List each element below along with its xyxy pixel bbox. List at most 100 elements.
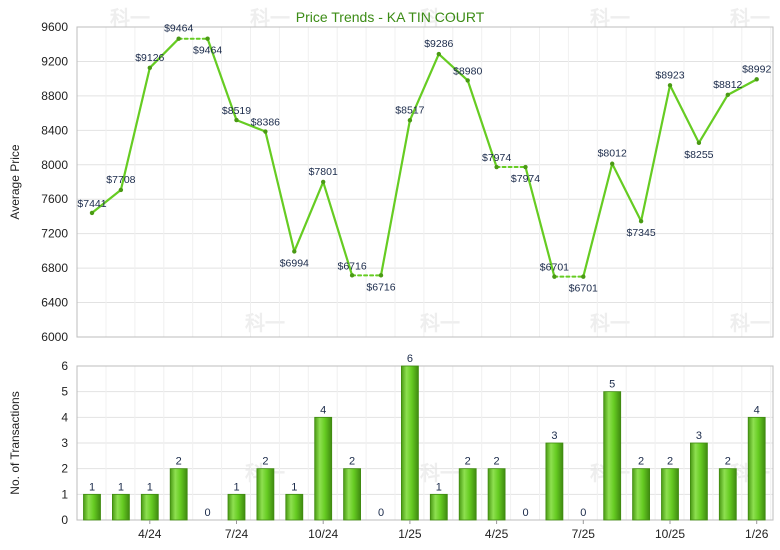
- transactions-label-17: 0: [580, 507, 586, 519]
- price-label-21: $8255: [684, 149, 713, 161]
- price-label-5: $8519: [222, 105, 251, 117]
- transactions-y-tick-6: 6: [61, 359, 68, 373]
- transactions-bar-11: [400, 365, 419, 521]
- price-label-12: $9286: [424, 38, 453, 50]
- price-label-14: $7974: [482, 152, 511, 164]
- price-data-labels: $7441$7708 $9126 $9464$9464 $8519$8386 $6994…: [77, 23, 771, 295]
- transactions-x-tick-14: 4/25: [485, 527, 509, 541]
- watermark-6: 科一: [420, 311, 460, 335]
- price-label-3: $9464: [164, 23, 193, 35]
- price-point-12: [436, 51, 441, 57]
- price-segment-13: [466, 79, 498, 169]
- transactions-label-23: 4: [754, 404, 760, 416]
- price-point-11: [407, 118, 413, 123]
- transactions-bar-6: [256, 468, 275, 521]
- transactions-label-2: 1: [147, 481, 153, 493]
- transactions-label-3: 2: [176, 456, 182, 468]
- price-point-20: [667, 83, 673, 88]
- price-point-4: [205, 36, 210, 41]
- price-segment-18: [611, 162, 643, 223]
- transactions-plot-frame: [76, 365, 774, 521]
- transactions-x-ticks: 4/24 7/24 10/24 1/25 4/25 7/25 10/25 1/26: [138, 520, 769, 541]
- transactions-label-5: 1: [233, 481, 239, 493]
- price-segment-11: [408, 52, 440, 122]
- price-point-10: [378, 273, 384, 278]
- transactions-y-ticks: 0 1 2 3 4 5 6: [61, 359, 68, 527]
- price-label-4: $9464: [193, 45, 222, 57]
- transactions-label-10: 0: [378, 507, 384, 519]
- transactions-y-tick-3: 3: [61, 436, 68, 450]
- price-point-8: [321, 179, 326, 185]
- transactions-label-12: 1: [436, 481, 442, 493]
- transactions-label-22: 2: [725, 456, 731, 468]
- watermark-0: 科一: [110, 6, 150, 30]
- transactions-series: [83, 365, 766, 521]
- price-y-tick-9200: 9200: [41, 54, 68, 68]
- price-point-22: [725, 92, 730, 98]
- transactions-x-tick-11: 1/25: [398, 527, 422, 541]
- transactions-label-19: 2: [638, 456, 644, 468]
- watermark-10: 科一: [420, 461, 460, 485]
- price-y-tick-8400: 8400: [41, 123, 68, 137]
- transactions-label-4: 0: [205, 507, 211, 519]
- transactions-bar-23: [747, 416, 766, 521]
- transactions-x-tick-8: 10/24: [308, 527, 338, 541]
- price-label-1: $7708: [106, 174, 135, 186]
- transactions-label-0: 1: [89, 481, 95, 493]
- price-label-11: $8517: [395, 104, 424, 116]
- transactions-label-1: 1: [118, 481, 124, 493]
- transactions-y-tick-1: 1: [61, 487, 68, 501]
- price-segment-0: [90, 188, 123, 215]
- price-point-13: [465, 78, 470, 83]
- transactions-label-13: 2: [465, 456, 471, 468]
- price-segment-5: [235, 118, 267, 133]
- price-label-16: $6701: [540, 262, 569, 274]
- transactions-label-6: 2: [262, 456, 268, 468]
- price-segment-20: [668, 84, 701, 144]
- chart-title: Price Trends - KA TIN COURT: [296, 9, 485, 25]
- price-point-15: [523, 164, 528, 170]
- price-point-6: [263, 129, 268, 134]
- price-point-5: [234, 117, 239, 123]
- transactions-bar-5: [227, 493, 246, 521]
- price-y-tick-6800: 6800: [41, 261, 68, 275]
- price-label-19: $7345: [626, 227, 655, 239]
- transactions-y-tick-0: 0: [61, 513, 68, 527]
- transactions-label-8: 4: [320, 404, 326, 416]
- price-segment-1: [119, 66, 151, 192]
- price-point-3: [176, 36, 181, 41]
- transactions-frame-rect: [76, 365, 774, 521]
- price-point-2: [147, 65, 152, 71]
- price-label-9: $6716: [337, 260, 366, 272]
- price-y-axis-label: Average Price: [8, 144, 22, 219]
- price-label-17: $6701: [569, 283, 598, 295]
- price-label-6: $8386: [251, 117, 280, 129]
- price-point-23: [754, 77, 759, 82]
- watermark-2: 科一: [420, 6, 460, 30]
- transactions-x-tick-23: 1/26: [745, 527, 769, 541]
- price-point-0: [89, 210, 95, 216]
- watermark-1: 科一: [250, 6, 290, 30]
- price-segment-8: [322, 180, 354, 277]
- transactions-x-tick-17: 7/25: [572, 527, 596, 541]
- transactions-label-9: 2: [349, 456, 355, 468]
- price-frame-rect: [76, 26, 774, 338]
- transactions-bar-0: [83, 493, 101, 521]
- watermark-3: 科一: [590, 6, 630, 30]
- price-point-1: [118, 187, 124, 193]
- transactions-bar-12: [429, 493, 448, 521]
- price-point-17: [581, 274, 586, 279]
- price-label-10: $6716: [366, 281, 395, 293]
- price-segment-15: [524, 165, 556, 278]
- transactions-x-tick-5: 7/24: [225, 527, 249, 541]
- price-label-23: $8992: [742, 63, 771, 75]
- price-y-tick-8800: 8800: [41, 89, 68, 103]
- price-plot-frame: [76, 26, 774, 338]
- price-label-15: $7974: [511, 173, 540, 185]
- price-label-20: $8923: [655, 69, 684, 81]
- transactions-bar-19: [632, 468, 650, 521]
- price-y-tick-7200: 7200: [41, 227, 68, 241]
- transactions-bar-14: [487, 468, 506, 521]
- price-y-tick-7600: 7600: [41, 192, 68, 206]
